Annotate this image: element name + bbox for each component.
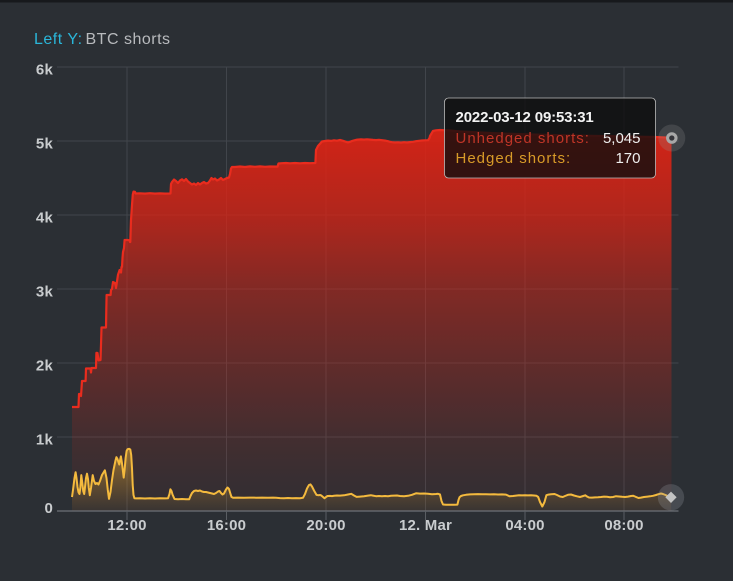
- svg-text:0: 0: [44, 500, 53, 517]
- svg-text:16:00: 16:00: [207, 517, 246, 534]
- svg-text:2022-03-12 09:53:31: 2022-03-12 09:53:31: [456, 109, 594, 126]
- svg-text:12:00: 12:00: [107, 517, 146, 534]
- svg-text:20:00: 20:00: [306, 517, 345, 534]
- svg-text:BTC shorts: BTC shorts: [86, 31, 171, 48]
- svg-text:12. Mar: 12. Mar: [399, 517, 452, 534]
- svg-text:Unhedged shorts:: Unhedged shorts:: [456, 130, 590, 147]
- svg-text:Left Y:: Left Y:: [34, 31, 83, 48]
- svg-text:Hedged shorts:: Hedged shorts:: [456, 150, 572, 167]
- svg-text:5k: 5k: [36, 136, 54, 153]
- svg-text:3k: 3k: [36, 284, 54, 301]
- svg-text:1k: 1k: [36, 432, 54, 449]
- svg-text:5,045: 5,045: [603, 130, 641, 147]
- svg-text:4k: 4k: [36, 210, 54, 227]
- svg-text:08:00: 08:00: [604, 517, 643, 534]
- svg-text:170: 170: [615, 150, 640, 167]
- svg-text:04:00: 04:00: [505, 517, 544, 534]
- svg-text:6k: 6k: [36, 62, 54, 79]
- svg-text:2k: 2k: [36, 358, 54, 375]
